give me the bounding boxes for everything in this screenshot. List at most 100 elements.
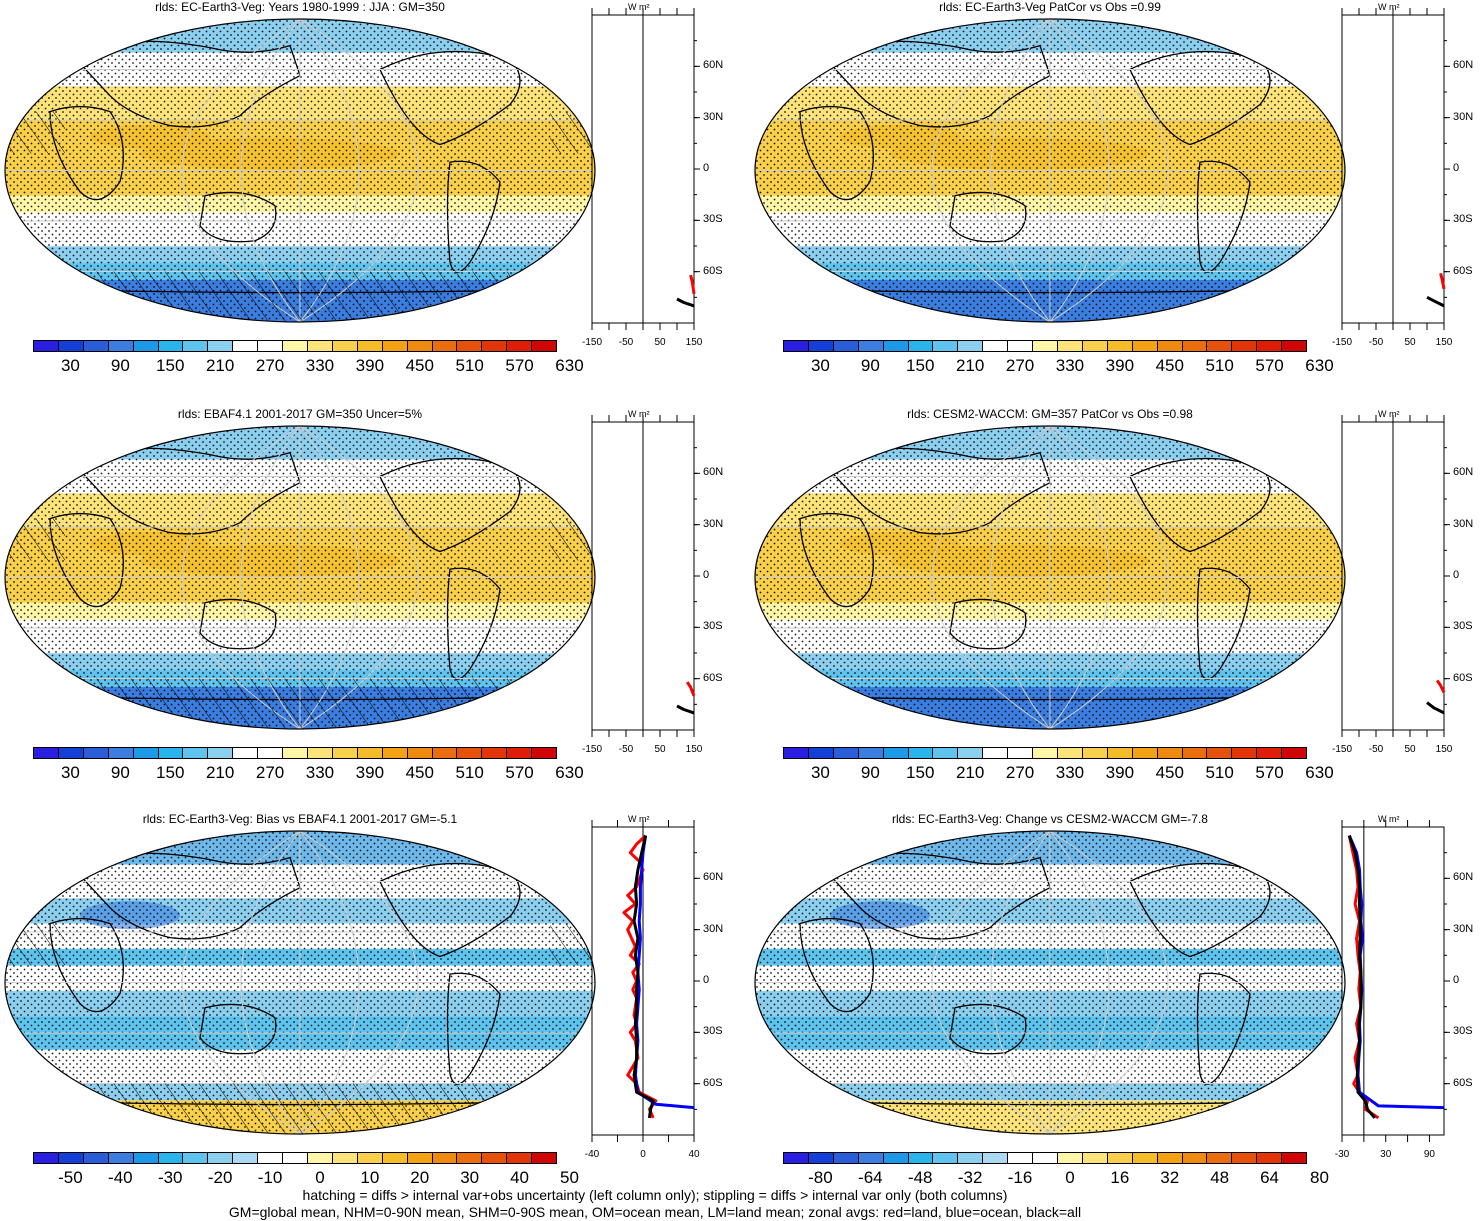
colorbar-swatch <box>1157 748 1183 758</box>
zonal-line-red <box>1435 679 1446 694</box>
colorbar-swatch <box>507 748 533 758</box>
colorbar-swatch <box>432 748 458 758</box>
colorbar-label: 150 <box>906 763 935 782</box>
colorbar-swatch <box>958 748 984 758</box>
colorbar-label: -80 <box>808 1168 833 1187</box>
robinson-map <box>754 425 1346 730</box>
colorbar-label: 630 <box>555 356 584 375</box>
colorbar-label: 0 <box>1065 1168 1075 1187</box>
colorbar-label: 390 <box>1105 763 1135 782</box>
colorbar <box>783 1152 1307 1164</box>
colorbar-swatch <box>133 748 159 758</box>
colorbar-swatch <box>58 748 84 758</box>
colorbar-swatch <box>382 341 408 351</box>
colorbar-label: 330 <box>305 763 335 782</box>
colorbar-swatch <box>1182 341 1208 351</box>
colorbar-swatch <box>482 748 508 758</box>
zonal-x-tick-label: -150 <box>1331 744 1353 755</box>
colorbar-label: -20 <box>207 1168 233 1187</box>
colorbar-label: 30 <box>810 356 830 375</box>
colorbar-swatch <box>1082 341 1108 351</box>
zonal-line-black <box>632 835 655 1119</box>
robinson-map <box>754 18 1346 323</box>
colorbar-label: 90 <box>110 763 130 782</box>
lat-tick-label: 30S <box>703 1025 723 1038</box>
colorbar-swatch <box>933 1153 959 1163</box>
zonal-x-tick-label: 150 <box>685 744 703 755</box>
colorbar-label: -32 <box>957 1168 983 1187</box>
colorbar-label: -50 <box>58 1168 83 1187</box>
colorbar-swatch <box>307 1153 333 1163</box>
colorbar-swatch <box>457 748 483 758</box>
colorbar-label: 570 <box>1255 763 1284 782</box>
colorbar-swatch <box>158 1153 184 1163</box>
lat-tick-label: 30S <box>703 213 723 226</box>
colorbar-swatch <box>1157 341 1183 351</box>
zonal-x-tick-label: 50 <box>1404 744 1416 755</box>
robinson-map <box>4 425 596 730</box>
zonal-unit-label: W m² <box>628 409 650 419</box>
lat-tick-label: 60S <box>703 264 723 277</box>
colorbar-label: 570 <box>505 763 534 782</box>
colorbar-label: 330 <box>1055 356 1085 375</box>
colorbar-swatch <box>1008 1153 1034 1163</box>
colorbar-swatch <box>482 341 508 351</box>
colorbar-swatch <box>1132 748 1158 758</box>
colorbar-label: 210 <box>205 763 235 782</box>
colorbar-label: 270 <box>255 763 285 782</box>
zonal-average-plot <box>1341 8 1450 330</box>
colorbar-label: 510 <box>455 763 484 782</box>
zonal-x-tick-label: -150 <box>1331 337 1353 348</box>
colorbar-swatch <box>1057 1153 1083 1163</box>
colorbar-swatch <box>1107 1153 1133 1163</box>
colorbar-label: 64 <box>1260 1168 1280 1187</box>
colorbar-swatch <box>108 748 134 758</box>
colorbar-swatch <box>1282 341 1307 351</box>
colorbar-swatch <box>1107 341 1133 351</box>
colorbar-swatch <box>34 748 59 758</box>
zonal-x-tick-label: -150 <box>581 337 603 348</box>
zonal-unit-label: W m² <box>1378 2 1400 12</box>
colorbar-swatch <box>532 341 557 351</box>
colorbar-label: 450 <box>1155 763 1184 782</box>
lat-tick-label: 60N <box>1453 59 1474 72</box>
panel-title: rlds: EC-Earth3-Veg: Years 1980-1999 : J… <box>155 0 445 14</box>
zonal-x-tick-label: 50 <box>654 337 666 348</box>
zonal-average-plot <box>1341 820 1450 1142</box>
colorbar-swatch <box>407 341 433 351</box>
colorbar-swatch <box>382 1153 408 1163</box>
lat-tick-label: 60N <box>703 59 724 72</box>
colorbar-swatch <box>784 1153 809 1163</box>
colorbar-label: 450 <box>405 356 434 375</box>
colorbar-label: 510 <box>1205 763 1234 782</box>
colorbar-label: 30 <box>810 763 830 782</box>
colorbar-swatch <box>784 341 809 351</box>
lat-tick-label: 30N <box>1453 110 1474 123</box>
colorbar-swatch <box>1207 341 1233 351</box>
colorbar-swatch <box>307 341 333 351</box>
colorbar-label: 630 <box>555 763 584 782</box>
colorbar-swatch <box>1008 748 1034 758</box>
colorbar-swatch <box>833 748 859 758</box>
panel-3: rlds: EBAF4.1 2001-2017 GM=350 Uncer=5% W… <box>0 407 733 807</box>
colorbar-label: 16 <box>1110 1168 1130 1187</box>
colorbar-swatch <box>1057 341 1083 351</box>
zonal-x-tick-label: 150 <box>1435 337 1453 348</box>
colorbar-label: 30 <box>60 763 80 782</box>
zonal-x-tick-label: -50 <box>1368 337 1384 348</box>
colorbar-label: 510 <box>455 356 484 375</box>
zonal-line-red <box>685 681 696 697</box>
zonal-x-tick-label: -40 <box>584 1149 600 1160</box>
colorbar-label: 30 <box>460 1168 480 1187</box>
colorbar-swatch <box>258 341 284 351</box>
colorbar-swatch <box>283 341 308 351</box>
colorbar-swatch <box>457 1153 483 1163</box>
colorbar-swatch <box>258 748 284 758</box>
colorbar-swatch <box>1232 1153 1258 1163</box>
colorbar-swatch <box>958 341 984 351</box>
colorbar-label: -64 <box>858 1168 883 1187</box>
robinson-map <box>754 830 1346 1135</box>
zonal-unit-label: W m² <box>628 814 650 824</box>
zonal-x-tick-label: -50 <box>1368 744 1384 755</box>
colorbar-label: -16 <box>1007 1168 1033 1187</box>
